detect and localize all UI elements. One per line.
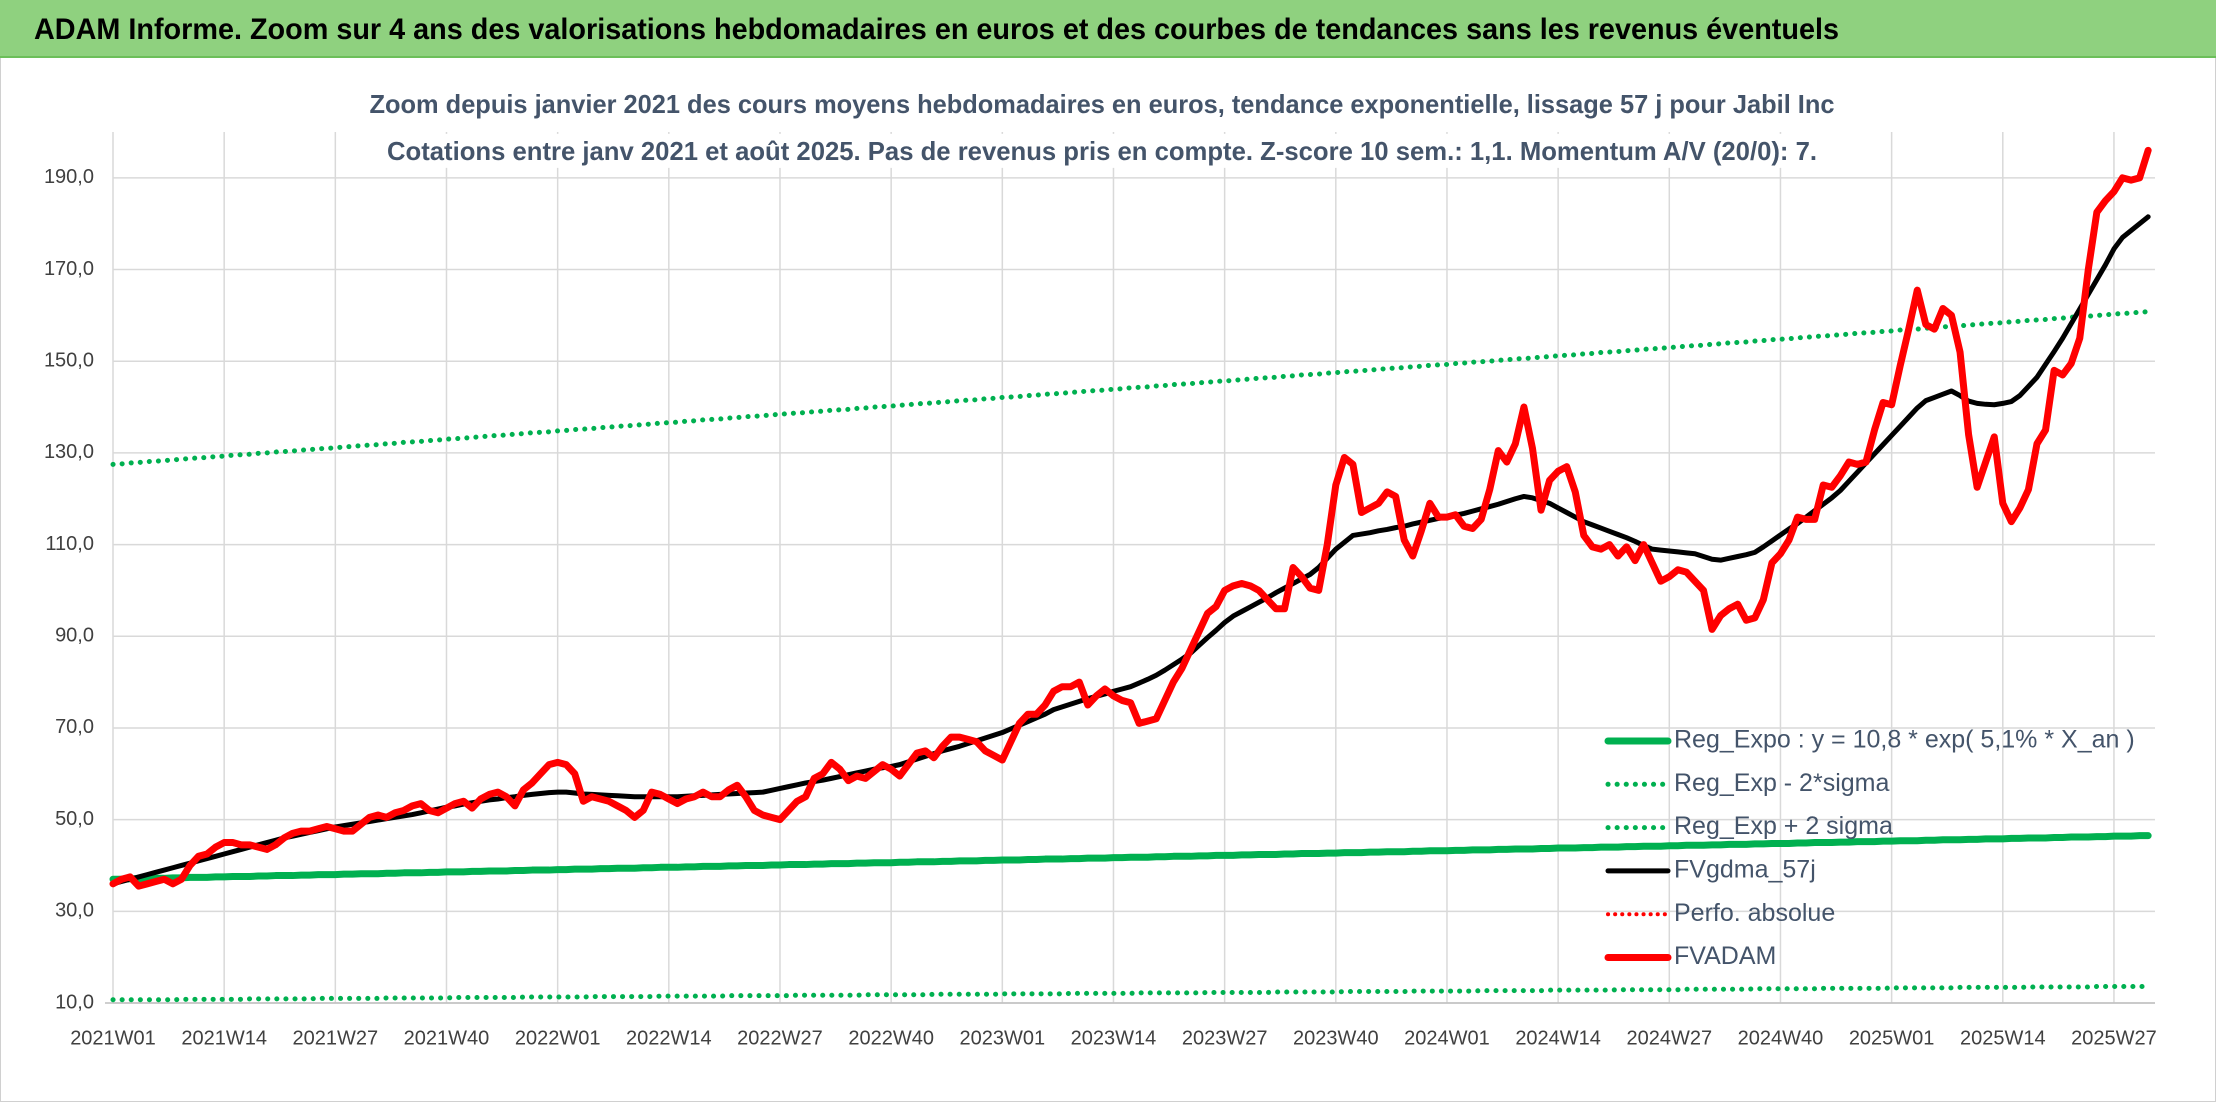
subtitle-background [361,86,1843,121]
x-tick-label: 2024W01 [1404,1027,1490,1049]
subtitle-background [379,133,1825,168]
y-tick-label: 30,0 [55,900,94,922]
grid: 10,0 30,0 50,0 70,0 90,0 110,0 130,0 150,0 170,0… [44,132,2157,1049]
x-tick-label: 2021W14 [181,1027,267,1049]
y-tick-label: 70,0 [55,716,94,738]
series-line [109,832,2152,883]
x-tick-label: 2022W27 [737,1027,823,1049]
x-tick-label: 2024W40 [1738,1027,1824,1049]
subtitle: Zoom depuis janvier 2021 des cours moyen… [361,86,1843,168]
x-tick-label: 2025W01 [1849,1027,1935,1049]
y-tick-label: 10,0 [55,991,94,1013]
series-line [110,309,2151,467]
legend-label: Reg_Expo : y = 10,8 * exp( 5,1% * X_an ) [1674,726,2135,754]
subtitle-line: Cotations entre janv 2021 et août 2025. … [387,136,1817,166]
x-tick-label: 2023W01 [960,1027,1046,1049]
x-tick-label: 2022W40 [848,1027,934,1049]
x-tick-label: 2021W01 [70,1027,156,1049]
series-line [109,146,2152,890]
y-tick-label: 110,0 [45,533,94,555]
legend-label: FVADAM [1674,942,1776,970]
y-tick-label: 130,0 [44,441,94,463]
x-tick-label: 2021W40 [404,1027,490,1049]
chart-title: ADAM Informe. Zoom sur 4 ans des valoris… [34,13,1839,46]
y-tick-label: 50,0 [55,808,94,830]
y-tick-label: 170,0 [44,258,94,280]
legend-label: FVgdma_57j [1674,856,1816,884]
series-line [110,984,2151,1003]
x-tick-label: 2024W27 [1626,1027,1712,1049]
x-tick-label: 2022W14 [626,1027,712,1049]
y-tick-label: 190,0 [44,166,94,188]
legend-label: Reg_Exp - 2*sigma [1674,769,1889,797]
x-tick-label: 2022W01 [515,1027,601,1049]
x-tick-label: 2021W27 [293,1027,379,1049]
y-tick-label: 90,0 [55,625,94,647]
title-bar [0,0,2216,57]
x-tick-label: 2023W14 [1071,1027,1157,1049]
plot-lines [109,146,2152,1003]
x-tick-label: 2025W14 [1960,1027,2046,1049]
legend-label: Reg_Exp + 2 sigma [1674,812,1893,840]
x-tick-label: 2024W14 [1515,1027,1601,1049]
x-tick-label: 2023W40 [1293,1027,1379,1049]
subtitle-line: Zoom depuis janvier 2021 des cours moyen… [370,89,1835,119]
legend-label: Perfo. absolue [1674,899,1835,927]
y-tick-label: 150,0 [44,349,94,371]
x-tick-label: 2023W27 [1182,1027,1268,1049]
legend: Reg_Expo : y = 10,8 * exp( 5,1% * X_an )… [1604,726,2135,970]
x-tick-label: 2025W27 [2071,1027,2157,1049]
